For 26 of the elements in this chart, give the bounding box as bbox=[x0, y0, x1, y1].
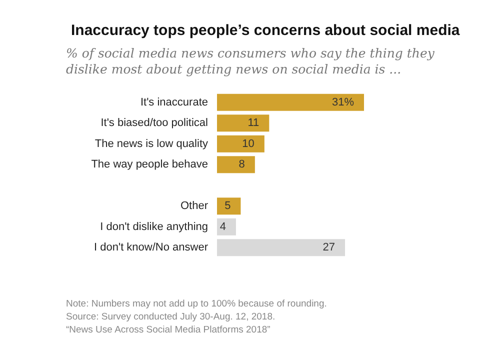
data-label: 4 bbox=[220, 220, 226, 233]
bar bbox=[217, 218, 236, 236]
data-label: 27 bbox=[322, 242, 336, 254]
data-label: 31% bbox=[332, 96, 354, 108]
y-tick-label: The way people behave bbox=[91, 158, 208, 171]
bar bbox=[217, 198, 241, 215]
data-label: 8 bbox=[238, 158, 245, 171]
data-label: 11 bbox=[248, 117, 260, 130]
text: “News Use Across Social Media Platforms 2018” bbox=[66, 324, 270, 336]
y-tick-label: The news is low quality bbox=[94, 138, 208, 150]
bar bbox=[217, 94, 364, 111]
bar bbox=[217, 239, 346, 256]
source-note: Source: Survey conducted July 30-Aug. 12, 2018. bbox=[66, 312, 276, 322]
data-label: 5 bbox=[224, 200, 231, 212]
bar bbox=[217, 156, 255, 174]
y-tick-label: It's biased/too political bbox=[100, 117, 208, 130]
text: Note: Numbers may not add up to 100% because of rounding. bbox=[66, 298, 327, 310]
chart-title: Inaccuracy tops people’s concerns about social media bbox=[71, 22, 460, 39]
bar bbox=[217, 135, 264, 152]
data-label: 10 bbox=[242, 138, 254, 150]
y-tick-label: It's inaccurate bbox=[140, 96, 208, 108]
y-tick-label: I don't dislike anything bbox=[100, 220, 208, 233]
bar bbox=[217, 114, 270, 132]
chart-subtitle: % of social media news consumers who say the thing they dislike most about getting news on social media is ... bbox=[66, 46, 438, 76]
y-tick-label: I don't know/No answer bbox=[94, 242, 208, 254]
y-tick-label: Other bbox=[180, 200, 208, 212]
